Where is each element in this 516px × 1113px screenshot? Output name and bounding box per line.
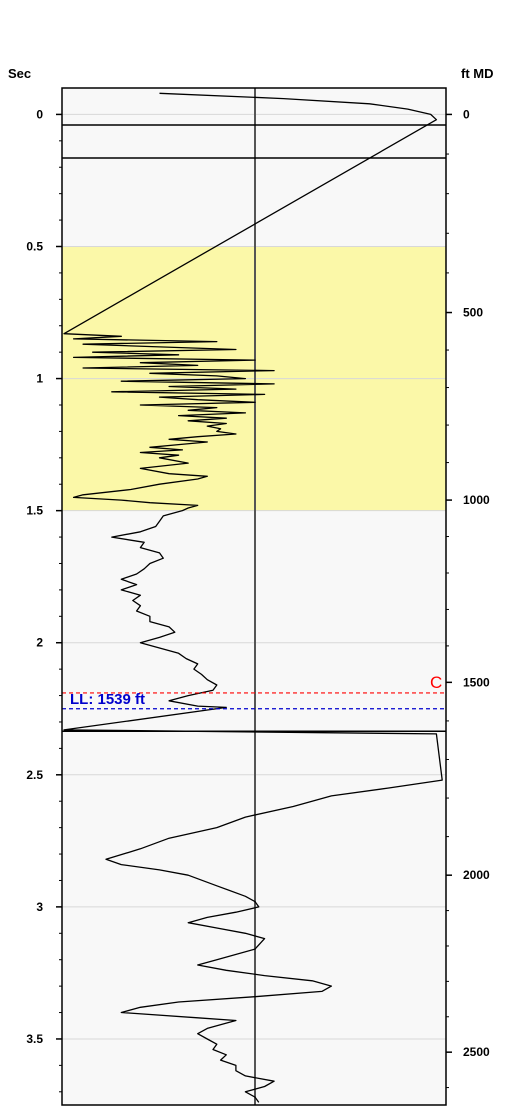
series-line	[63, 92, 443, 1103]
left-axis-ticks: 0 0.5 1 1.5 2 2.5 3 3.5	[26, 107, 62, 1093]
horizontal-lines	[62, 124, 446, 732]
right-tick-label: 1500	[463, 675, 490, 689]
marker-label: LL: 1539 ft	[70, 691, 145, 708]
left-tick-label: 0.5	[26, 239, 43, 253]
left-tick-label: 0	[36, 107, 43, 121]
plot-frame	[61, 87, 447, 1106]
left-tick-label: 2.5	[26, 768, 43, 782]
right-tick-label: 500	[463, 306, 483, 320]
right-axis-title: ft MD	[461, 66, 494, 81]
left-tick-label: 1	[36, 372, 43, 386]
left-tick-label: 3	[36, 900, 43, 914]
right-tick-label: 2500	[463, 1045, 490, 1059]
left-tick-label: 3.5	[26, 1032, 43, 1046]
marker-lines: C LL: 1539 ft	[62, 673, 446, 710]
series-group	[63, 92, 443, 1103]
left-tick-label: 2	[36, 636, 43, 650]
left-axis-title: Sec	[8, 66, 31, 81]
right-tick-label: 0	[463, 107, 470, 121]
marker-label: C	[430, 673, 442, 692]
left-tick-label: 1.5	[26, 504, 43, 518]
right-tick-label: 1000	[463, 493, 490, 507]
right-axis-ticks: 0 500 1000 1500 2000 2500	[446, 107, 490, 1089]
right-tick-label: 2000	[463, 868, 490, 882]
